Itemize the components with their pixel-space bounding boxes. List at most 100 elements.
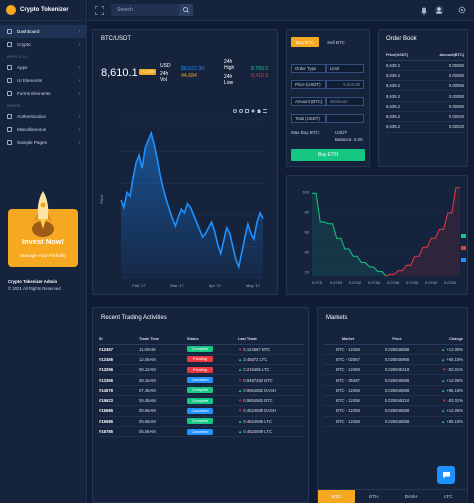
price-chart[interactable]: Price Feb '17 Mar '17 Apr '17 May '17 [99,114,267,294]
trade-time: 05.56AM [139,426,187,438]
order-book-row[interactable]: 8,639.2 0.00050 [386,90,464,102]
ob-price: 8,639.2 [386,60,423,71]
nav-section-pages: PAGES [7,104,21,108]
promo-card[interactable]: Invest Now! Manage Your Portfolio [8,189,78,267]
chevron-right-icon: › [78,139,80,146]
arrow-up-icon: ▲ [238,429,243,435]
chat-button[interactable] [437,466,455,484]
tab-eth[interactable]: ETH [369,494,379,499]
rocket-icon [32,191,54,237]
table-row[interactable]: #13256 09.12AM Pending ▲ 0.215485 LTC [99,364,304,376]
y-tick-label: 40 [305,250,310,255]
order-book-row[interactable]: 8,639.2 0.00050 [386,101,464,112]
market-row[interactable]: BTC - 12458 0.025845658 ▲ +85.15% [324,416,463,427]
market-row[interactable]: BTC - 12458 0.025845658 ▲ +85.15% [324,385,463,396]
menu-icon[interactable] [263,109,267,113]
order-book-row[interactable]: 8,639.2 0.00020 [386,121,464,133]
pan-icon[interactable] [251,109,255,113]
market-row[interactable]: BTC - 02557 0.025846958 ▲ +65.15% [324,354,463,366]
search-box[interactable]: Search [111,4,193,16]
price-input[interactable]: 8,520.00 [326,80,364,89]
trade-time: 05.56AM [139,416,187,427]
sidebar-item-dashboard[interactable]: Dashboard › [0,25,86,38]
market-row[interactable]: BTC - 12458 0.025845658 ▲ +12.05% [324,344,463,355]
zoom-out-icon[interactable] [239,109,243,113]
side-icon-green[interactable] [461,234,466,238]
market-name: BTC - 12458 [324,385,372,396]
table-row[interactable]: #16785 05.56AM Cancelled ▲ 0.4524589 LTC [99,426,304,438]
sidebar-item-apps[interactable]: Apps › [0,61,86,74]
market-row[interactable]: BTC - 12458 0.025845218 ▼ -02.01% [324,364,463,376]
trade-value: 0.4524589 LTC [243,418,272,424]
sidebar-item-authentication[interactable]: Authentication › [0,110,86,123]
tab-btc[interactable]: BTC [318,490,356,503]
table-row[interactable]: #15623 06.45AM Complete ▼ 0.9654582 BTC [99,395,304,407]
market-row[interactable]: BTC - 12458 0.025845218 ▼ -02.01% [324,395,463,407]
y-axis-label: Price [99,194,104,204]
depth-chart[interactable]: 100 80 60 40 200.075 0.0750 0.0752 0.0754 0.0756… [290,180,466,292]
ob-price: 8,639.2 [386,111,423,123]
order-type-select[interactable]: Limit [326,64,364,73]
usd-value: $8,622.30 [181,66,205,72]
sidebar-item-forms-elements[interactable]: Forms Elements › [0,87,86,100]
recent-trading-card: Recent Trading Activities ID Trade Time … [92,307,309,503]
buy-button[interactable]: Buy ETH [291,149,365,161]
price-area [121,133,263,278]
order-book-row[interactable]: 8,639.2 0.00050 [386,60,464,71]
market-price: 0.025845658 [372,405,422,417]
tab-dash[interactable]: DASH [404,494,418,499]
order-book-row[interactable]: 8,639.2 0.00056 [386,80,464,92]
topbar: Search [88,0,474,21]
tab-sell-btc[interactable]: Sell BTC [327,39,345,45]
search-input[interactable]: Search [117,7,133,13]
trade-last-cell: ▼ 0.4524589 DASH [238,405,304,417]
tab-buy-btc[interactable]: Buy BTC [291,37,319,47]
trade-last-cell: ▲ 0.9654582 DASH [238,385,304,396]
home-icon[interactable] [257,109,261,113]
search-button[interactable] [179,4,193,16]
arrow-up-icon: ▲ [441,346,446,352]
total-input[interactable] [326,114,364,123]
bell-icon[interactable] [420,6,428,15]
table-row[interactable]: #14578 07.36AM Complete ▲ 0.9654582 DASH [99,385,304,396]
y-tick-label: 80 [305,210,310,215]
pair-title: BTC/USDT [101,36,131,42]
market-price: 0.025845218 [372,364,422,376]
side-icon-blue[interactable] [461,258,466,262]
avatar[interactable] [434,5,444,15]
col-last-trade: Last Trade [238,334,304,345]
table-row[interactable]: #12457 11.00AM Complete ▼ 0.124587 BTC [99,344,304,355]
col-trade-time: Trade Time [139,334,187,345]
table-row[interactable]: #13356 08.15AM Cancelled ▼ 0.8457492 BTC [99,374,304,386]
trade-last-cell: ▼ 0.8457492 BTC [238,374,304,386]
amount-input[interactable]: Minimum · [326,97,364,106]
order-book-row[interactable]: 8,639.2 0.00050 [386,70,464,82]
fullscreen-icon[interactable] [95,6,104,15]
order-book-row[interactable]: 8,639.2 0.00020 [386,111,464,123]
market-row[interactable]: BTC - 35487 0.025845658 ▲ +12.05% [324,374,463,386]
ob-amount: 0.00050 [422,60,464,71]
gear-icon[interactable] [458,6,466,14]
tab-ltc[interactable]: LTC [444,494,453,499]
sidebar-item-crypto[interactable]: Crypto › [0,38,86,51]
sidebar-item-miscellaneous[interactable]: Miscellaneous › [0,123,86,136]
side-icon-red[interactable] [461,246,466,250]
brand[interactable]: Crypto Tokenizer [0,0,86,21]
table-row[interactable]: #15685 05.56AM Cancelled ▼ 0.4524589 DAS… [99,405,304,417]
market-price: 0.025845658 [372,385,422,396]
x-tick-label: Apr '17 [209,283,222,288]
table-row[interactable]: #15685 05.56AM Complete ▲ 0.4524589 LTC [99,416,304,427]
trade-time: 05.56AM [139,405,187,417]
table-row[interactable]: #12456 12.05AM Pending ▲ 3.45872 LTC [99,354,304,366]
x-tick-label: 0.0758 [406,280,419,285]
ob-price: 8,639.2 [386,90,423,102]
zoom-in-icon[interactable] [233,109,237,113]
sidebar-item-sample-pages[interactable]: Sample Pages › [0,136,86,149]
sidebar-item-ui-elements[interactable]: UI Elements › [0,74,86,87]
market-row[interactable]: BTC - 12458 0.025845658 ▲ +12.05% [324,405,463,417]
price-label: Price (USDT) [291,80,326,89]
market-change-cell: ▲ +12.05% [422,405,463,417]
selection-icon[interactable] [245,109,249,113]
order-form-card: Buy BTC Sell BTC Order Type Limit Price … [286,29,370,167]
low-value: 8,415.6 [251,73,269,79]
